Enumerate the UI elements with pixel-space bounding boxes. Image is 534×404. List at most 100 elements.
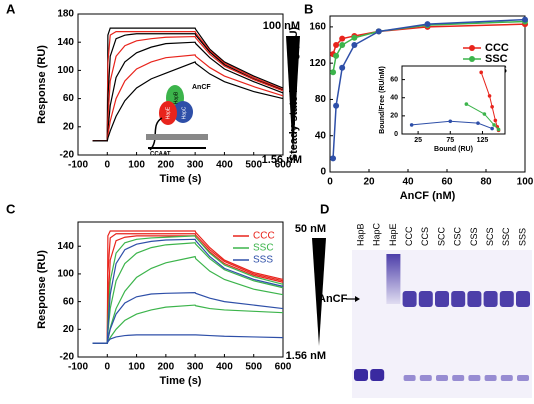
y-tick-label: 80 [315,94,327,105]
x-tick-label: 600 [275,362,292,373]
data-point [339,35,346,42]
data-point [522,16,528,23]
panel-letter: A [6,1,16,16]
y-tick-label: -20 [60,352,75,363]
x-tick-label: 40 [402,177,414,188]
lane-label: CSS [469,227,479,246]
complex-band [435,291,449,307]
series-line [92,35,284,142]
series-line [92,238,284,344]
x-tick-label: 100 [128,160,145,171]
lane-label: SCC [436,226,446,246]
lane-label: HapB [355,223,365,246]
series-line [92,61,284,142]
x-tick-label: 25 [414,137,422,144]
dna [146,134,208,140]
diagram-label: AnCF [192,84,211,91]
complex-band [451,291,466,307]
series-line [92,292,284,344]
data-point [492,123,496,127]
series-line [92,31,284,142]
free-dna-band [468,375,481,381]
free-dna-band [452,375,465,381]
hape-shape [159,101,177,125]
smear [386,254,401,304]
x-tick-label: 60 [441,177,453,188]
data-point [482,112,487,116]
y-tick-label: 60 [63,93,75,104]
data-point [476,121,480,125]
free-dna-band [419,375,432,381]
y-tick-label: 0 [394,131,398,138]
y-tick-label: -20 [60,150,75,161]
legend-marker [469,45,475,51]
y-tick-label: 20 [63,324,75,335]
x-tick-label: 20 [363,177,375,188]
data-point [330,155,337,162]
lane-label: SSC [501,227,511,246]
y-axis-label: Bound/Free (RU/nM) [379,66,386,134]
y-tick-label: 60 [390,76,398,83]
y-axis-label: Response (RU) [36,250,48,329]
series-line [92,235,284,344]
series-line [92,235,284,344]
legend-label: SSC [253,243,274,254]
plot-frame [329,15,526,173]
y-tick-label: 40 [315,130,327,141]
x-tick-label: 80 [480,177,492,188]
data-point [493,118,498,123]
annotation: 50 nM [295,223,326,235]
data-point [339,42,346,49]
plot-frame [77,221,284,358]
y-tick-label: 140 [57,241,74,252]
panel-letter: C [6,201,16,216]
lane-label: HapE [388,223,398,246]
concentration-wedge [312,238,326,346]
complex-diagram [146,85,208,151]
data-point [351,42,358,49]
series-line [92,334,284,344]
free-dna-band [403,375,416,381]
y-axis-label: Response (RU) [36,45,48,124]
lane-label: CSC [453,226,463,246]
complex-band [483,291,498,307]
x-tick-label: 75 [446,137,454,144]
free-dna-band [436,375,448,381]
y-tick-label: 60 [63,296,75,307]
data-point [351,34,358,41]
x-tick-label: 0 [105,160,111,171]
panel-letter: B [304,1,313,16]
x-tick-label: 400 [216,160,233,171]
x-tick-label: 100 [128,362,145,373]
panel-letter: D [320,201,329,216]
data-point [487,94,492,98]
series-line [92,230,284,344]
diagram-label: HapB [173,91,179,104]
x-tick-label: 0 [105,362,111,373]
y-tick-label: 140 [57,37,74,48]
y-tick-label: 100 [57,269,74,280]
x-tick-label: 300 [187,362,204,373]
series-line [92,233,284,344]
lane-label: CCC [404,226,414,246]
x-tick-label: 500 [245,362,262,373]
y-tick-label: 180 [57,9,74,20]
y-tick-label: 100 [57,65,74,76]
x-tick-label: -100 [68,362,88,373]
diagram-label: HapE [165,106,171,119]
diagram-label: HapC [181,106,187,119]
annotation: 1.56 nM [286,350,326,362]
x-tick-label: 125 [477,137,489,144]
band-label: AnCF [318,293,348,305]
concentration-wedge [286,36,300,156]
lane-label: HapC [372,222,382,246]
free-dna-band [484,375,497,381]
x-tick-label: 600 [275,160,292,171]
data-point [333,42,340,49]
x-tick-label: 100 [517,177,534,188]
plot-frame [77,13,284,156]
legend-label: CCC [253,231,275,242]
legend-label: CCC [485,42,509,54]
